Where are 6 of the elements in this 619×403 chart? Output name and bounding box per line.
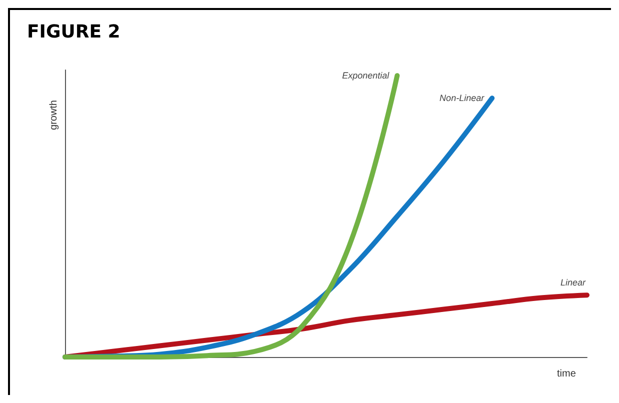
series-label: Non-Linear	[440, 93, 486, 104]
y-axis-title: growth	[48, 100, 60, 130]
series-label: Linear	[560, 278, 587, 288]
series-label: Exponential	[342, 70, 390, 81]
chart-title: FIGURE 2	[27, 22, 120, 42]
x-axis-title: time	[557, 368, 576, 380]
